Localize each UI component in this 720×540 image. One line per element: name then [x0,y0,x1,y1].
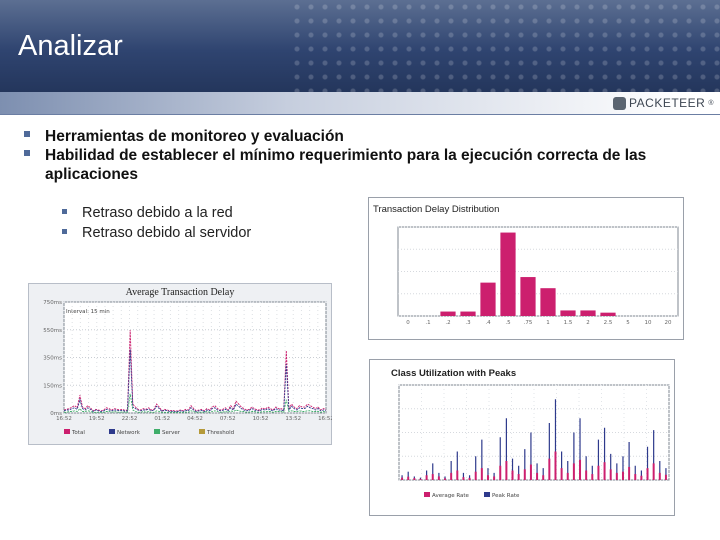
x-tick-label: 16:52 [56,416,72,422]
bar [480,282,496,316]
class-utilization-chart: Class Utilization with Peaks Average Rat… [369,359,675,516]
sub-bullet-item: Retraso debido a la red [60,203,251,223]
chart-title: Class Utilization with Peaks [391,368,516,379]
x-tick-label: 16:52 [318,416,332,422]
x-tick-label: 0 [406,320,410,326]
y-tick-label: 0ms [50,411,62,417]
series-line [63,330,327,412]
grid-lines [63,301,327,414]
average-transaction-delay-chart: Average Transaction Delay Interval: 15 m… [28,283,332,445]
x-tick-labels: 0 .1 .2 .3 .4 .5 .75 1 1.5 2 2.5 5 10 20 [406,320,672,326]
y-tick-label: 150ms [43,383,62,389]
legend-swatch [424,492,430,497]
legend-swatch [64,429,70,434]
average-delay-svg: Average Transaction Delay Interval: 15 m… [28,283,332,445]
y-tick-label: 750ms [43,300,62,306]
series-lines [63,330,327,413]
bar [540,288,556,316]
rule-divider [0,114,720,115]
bar [440,311,456,316]
logo-registered-mark: ® [708,99,714,107]
x-tick-label: 01:52 [154,416,170,422]
packeteer-logo: PACKETEER ® [613,96,714,110]
legend-label: Total [71,430,85,436]
x-tick-label: .2 [445,320,450,326]
bullet-item: Habilidad de establecer el mínimo requer… [22,146,682,184]
y-tick-label: 550ms [43,328,62,334]
chart-title: Transaction Delay Distribution [373,204,499,215]
x-tick-label: 5 [626,320,630,326]
logo-text: PACKETEER [629,96,706,110]
bar [600,312,616,316]
legend-label: Average Rate [432,493,470,499]
x-tick-label: 19:52 [89,416,105,422]
bar [520,277,536,316]
chart-title: Average Transaction Delay [126,287,235,298]
grid-lines [398,384,670,481]
bar [500,232,516,316]
slide-title: Analizar [18,30,123,62]
legend: Total Network Server Threshold [64,429,234,436]
utilization-svg: Class Utilization with Peaks Average Rat… [369,359,675,516]
title-rule [0,92,720,114]
x-tick-label: .5 [505,320,511,326]
x-tick-label: 2.5 [604,320,613,326]
series-line [64,393,327,413]
bar [460,311,476,316]
bar [580,310,596,316]
sub-bullet-item: Retraso debido al servidor [60,223,251,243]
x-tick-label: .75 [524,320,533,326]
x-tick-label: 20 [665,320,672,326]
plot-area [397,226,679,317]
main-bullet-list: Herramientas de monitoreo y evaluación H… [22,127,682,184]
legend-label: Network [117,430,141,436]
y-tick-labels: 750ms 550ms 350ms 150ms 0ms [43,300,62,417]
legend-swatch [154,429,160,434]
header-bar: Analizar [0,0,720,92]
packeteer-logo-icon [613,96,627,110]
x-tick-label: .1 [425,320,430,326]
x-tick-label: .4 [485,320,491,326]
x-tick-label: 13:52 [285,416,301,422]
x-tick-label: 10:52 [253,416,269,422]
x-tick-label: 2 [586,320,590,326]
transaction-delay-distribution-chart: Transaction Delay Distribution 0 .1 .2 .3 .4… [368,197,684,340]
bullet-item: Herramientas de monitoreo y evaluación [22,127,682,146]
bars [401,399,667,480]
bars [440,232,616,316]
legend-swatch [109,429,115,434]
distribution-svg: Transaction Delay Distribution 0 .1 .2 .3 .4… [368,197,684,340]
y-tick-label: 350ms [43,356,62,362]
series-line [63,349,327,413]
header-dot-pattern [290,0,720,92]
x-tick-label: 1 [546,320,550,326]
legend-swatch [199,429,205,434]
x-tick-label: 10 [645,320,652,326]
legend-label: Peak Rate [492,493,520,499]
legend-swatch [484,492,490,497]
x-tick-labels: 16:52 19:52 22:52 01:52 04:52 07:52 10:52 13:52… [56,416,332,422]
sub-bullet-list: Retraso debido a la red Retraso debido a… [60,203,251,243]
bar [560,310,576,316]
x-tick-label: 07:52 [220,416,236,422]
legend-label: Threshold [206,430,234,436]
x-tick-label: 22:52 [122,416,138,422]
legend-label: Server [162,430,181,436]
x-tick-label: .3 [465,320,471,326]
x-tick-label: 1.5 [564,320,573,326]
chart-subtitle: Interval: 15 min [66,309,110,315]
legend: Average Rate Peak Rate [424,492,520,499]
x-tick-label: 04:52 [187,416,203,422]
